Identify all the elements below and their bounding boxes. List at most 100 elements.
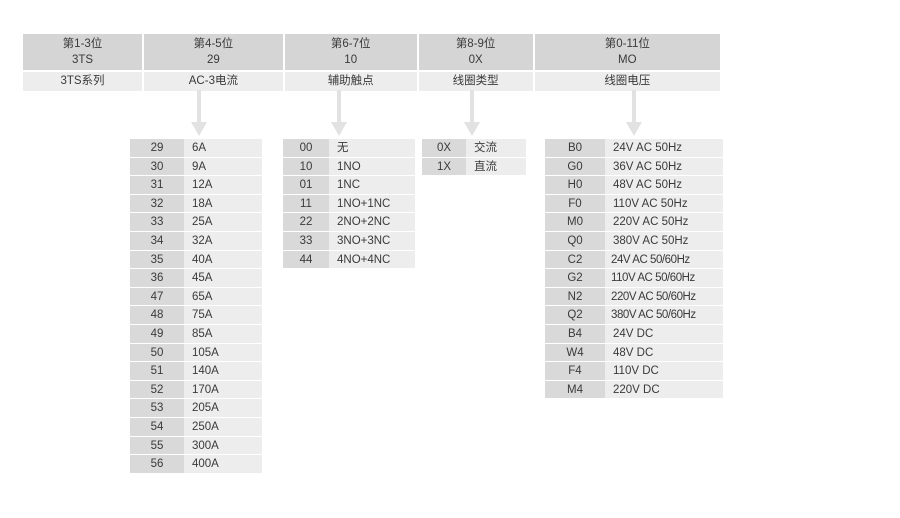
row-description: 6A <box>184 139 262 158</box>
row-description: 12A <box>184 176 262 195</box>
table-row: 54 250A <box>130 417 262 437</box>
row-description: 25A <box>184 213 262 232</box>
row-code: 47 <box>130 287 184 307</box>
header-example-code: 0X <box>418 52 533 70</box>
row-code: 34 <box>130 231 184 251</box>
row-code: F4 <box>545 362 605 381</box>
row-code: 36 <box>130 269 184 288</box>
arrow-down-icon <box>624 90 644 138</box>
row-description: 32A <box>184 231 262 251</box>
table-row: F0 110V AC 50Hz <box>545 194 723 214</box>
table-row: 49 85A <box>130 324 262 344</box>
table-row: G2 110V AC 50/60Hz <box>545 269 723 288</box>
table-row: Q2 380V AC 50/60Hz <box>545 306 723 325</box>
table-row: 31 12A <box>130 176 262 195</box>
row-description: 220V AC 50/60Hz <box>605 287 723 307</box>
arrow-down-icon <box>189 90 209 138</box>
row-code: M0 <box>545 213 605 232</box>
row-description: 1NC <box>329 176 415 195</box>
header-position-range: 第6-7位 <box>284 34 417 52</box>
table-row: 22 2NO+2NC <box>283 213 415 232</box>
row-code: C2 <box>545 250 605 270</box>
row-description: 18A <box>184 194 262 214</box>
row-code: 52 <box>130 380 184 400</box>
table-row: 10 1NO <box>283 157 415 177</box>
row-description: 300A <box>184 436 262 456</box>
row-code: 0X <box>422 139 466 158</box>
arrow-down-icon <box>329 90 349 138</box>
row-code: 51 <box>130 362 184 381</box>
row-description: 220V AC 50Hz <box>605 213 723 232</box>
table-row: 48 75A <box>130 306 262 325</box>
row-code: B0 <box>545 139 605 158</box>
row-description: 380V AC 50/60Hz <box>605 306 723 325</box>
header-column: 第1-3位 3TS 3TS系列 <box>23 34 144 91</box>
table-row: C2 24V AC 50/60Hz <box>545 250 723 270</box>
row-code: 29 <box>130 139 184 158</box>
row-description: 1NO+1NC <box>329 194 415 214</box>
row-code: 55 <box>130 436 184 456</box>
row-description: 3NO+3NC <box>329 231 415 251</box>
row-code: H0 <box>545 176 605 195</box>
table-row: 35 40A <box>130 250 262 270</box>
row-code: M4 <box>545 380 605 400</box>
table-row: 0X 交流 <box>422 139 526 158</box>
header-category-label: 线圈电压 <box>534 70 721 91</box>
header-column: 第0-11位 MO 线圈电压 <box>534 34 721 91</box>
row-description: 220V DC <box>605 380 723 400</box>
row-description: 48V DC <box>605 343 723 363</box>
header-position-range: 第1-3位 <box>23 34 142 52</box>
table-row: F4 110V DC <box>545 362 723 381</box>
header-category-label: 辅助触点 <box>284 70 417 91</box>
row-description: 交流 <box>466 139 526 158</box>
code-breakdown-header: 第1-3位 3TS 3TS系列 第4-5位 29 AC-3电流 第6-7位 10 辅助触点 第8-… <box>23 34 721 91</box>
lookup-table-current: 29 6A 30 9A 31 12A 32 18A 33 25A 34 32A 35 40A 36 45A 47… <box>130 139 262 474</box>
row-description: 45A <box>184 269 262 288</box>
table-row: 1X 直流 <box>422 157 526 177</box>
row-code: 54 <box>130 417 184 437</box>
row-code: 22 <box>283 213 329 232</box>
header-position-range: 第0-11位 <box>534 34 721 52</box>
table-row: 11 1NO+1NC <box>283 194 415 214</box>
row-code: 35 <box>130 250 184 270</box>
header-example-code: 10 <box>284 52 417 70</box>
table-row: 50 105A <box>130 343 262 363</box>
header-column: 第6-7位 10 辅助触点 <box>284 34 419 91</box>
row-code: 01 <box>283 176 329 195</box>
row-description: 48V AC 50Hz <box>605 176 723 195</box>
row-code: 11 <box>283 194 329 214</box>
row-code: F0 <box>545 194 605 214</box>
table-row: 51 140A <box>130 362 262 381</box>
table-row: 33 3NO+3NC <box>283 231 415 251</box>
header-example-code: 3TS <box>23 52 142 70</box>
row-code: G0 <box>545 157 605 177</box>
row-description: 105A <box>184 343 262 363</box>
row-description: 250A <box>184 417 262 437</box>
header-category-label: 线圈类型 <box>418 70 533 91</box>
table-row: N2 220V AC 50/60Hz <box>545 287 723 307</box>
row-code: 53 <box>130 399 184 418</box>
row-code: 33 <box>130 213 184 232</box>
table-row: 32 18A <box>130 194 262 214</box>
row-code: W4 <box>545 343 605 363</box>
row-code: 30 <box>130 157 184 177</box>
table-row: 01 1NC <box>283 176 415 195</box>
row-description: 65A <box>184 287 262 307</box>
row-code: B4 <box>545 324 605 344</box>
table-row: 00 无 <box>283 139 415 158</box>
row-description: 直流 <box>466 157 526 177</box>
header-example-code: MO <box>534 52 721 70</box>
row-description: 9A <box>184 157 262 177</box>
row-description: 40A <box>184 250 262 270</box>
table-row: 56 400A <box>130 455 262 474</box>
row-code: 49 <box>130 324 184 344</box>
row-description: 380V AC 50Hz <box>605 231 723 251</box>
table-row: 47 65A <box>130 287 262 307</box>
lookup-table-aux-contacts: 00 无 10 1NO 01 1NC 11 1NO+1NC 22 2NO+2NC 33 3NO+3NC… <box>283 139 415 270</box>
table-row: M0 220V AC 50Hz <box>545 213 723 232</box>
row-description: 75A <box>184 306 262 325</box>
table-row: 44 4NO+4NC <box>283 250 415 270</box>
table-row: 36 45A <box>130 269 262 288</box>
row-description: 4NO+4NC <box>329 250 415 270</box>
row-code: N2 <box>545 287 605 307</box>
